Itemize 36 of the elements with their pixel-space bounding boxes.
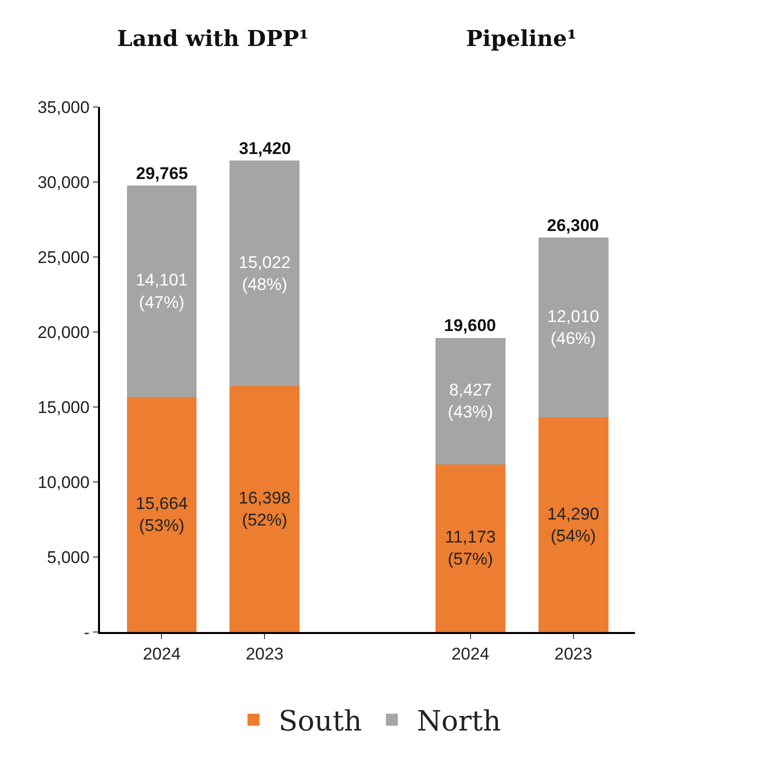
- x-tick-label: 2023: [554, 644, 592, 664]
- total-label: 29,765: [136, 164, 188, 183]
- bar: [435, 338, 506, 464]
- x-tick-label: 2024: [451, 644, 490, 664]
- y-tick-label: 20,000: [38, 322, 90, 342]
- x-tick-label: 2023: [246, 644, 284, 664]
- y-tick-label: 5,000: [47, 548, 90, 567]
- y-tick-label: 30,000: [38, 172, 90, 192]
- data-label: 11,173 (57%): [445, 528, 496, 569]
- y-tick-label: 25,000: [38, 248, 90, 267]
- total-label: 26,300: [547, 216, 599, 235]
- text: Land with DPP¹: [117, 26, 309, 52]
- y-tick-label: 15,000: [38, 398, 90, 417]
- bar: [538, 238, 608, 418]
- y-tick-label: 10,000: [38, 472, 90, 492]
- bar: [538, 418, 608, 632]
- data-label: 15,664 (53%): [136, 494, 188, 536]
- data-label: 8,427 (43%): [448, 380, 494, 422]
- bar: [435, 464, 506, 632]
- data-label: 14,101 (47%): [136, 270, 188, 312]
- y-tick-label: -: [84, 622, 90, 642]
- data-label: 15,022 (48%): [238, 252, 291, 294]
- bar: [126, 397, 197, 632]
- data-label: 16,398 (52%): [238, 488, 291, 530]
- text: Pipeline¹: [466, 26, 577, 52]
- bar: [126, 186, 197, 398]
- total-label: 31,420: [239, 139, 291, 158]
- legend-label: South: [278, 704, 362, 738]
- bar: [230, 386, 300, 632]
- legend-label: North: [416, 704, 501, 738]
- bar: [230, 160, 300, 386]
- y-tick-label: 35,000: [38, 98, 90, 117]
- data-label: 12,010 (46%): [547, 307, 600, 348]
- data-label: 14,290 (54%): [547, 504, 600, 546]
- x-tick-label: 2024: [142, 644, 181, 664]
- total-label: 19,600: [444, 316, 496, 335]
